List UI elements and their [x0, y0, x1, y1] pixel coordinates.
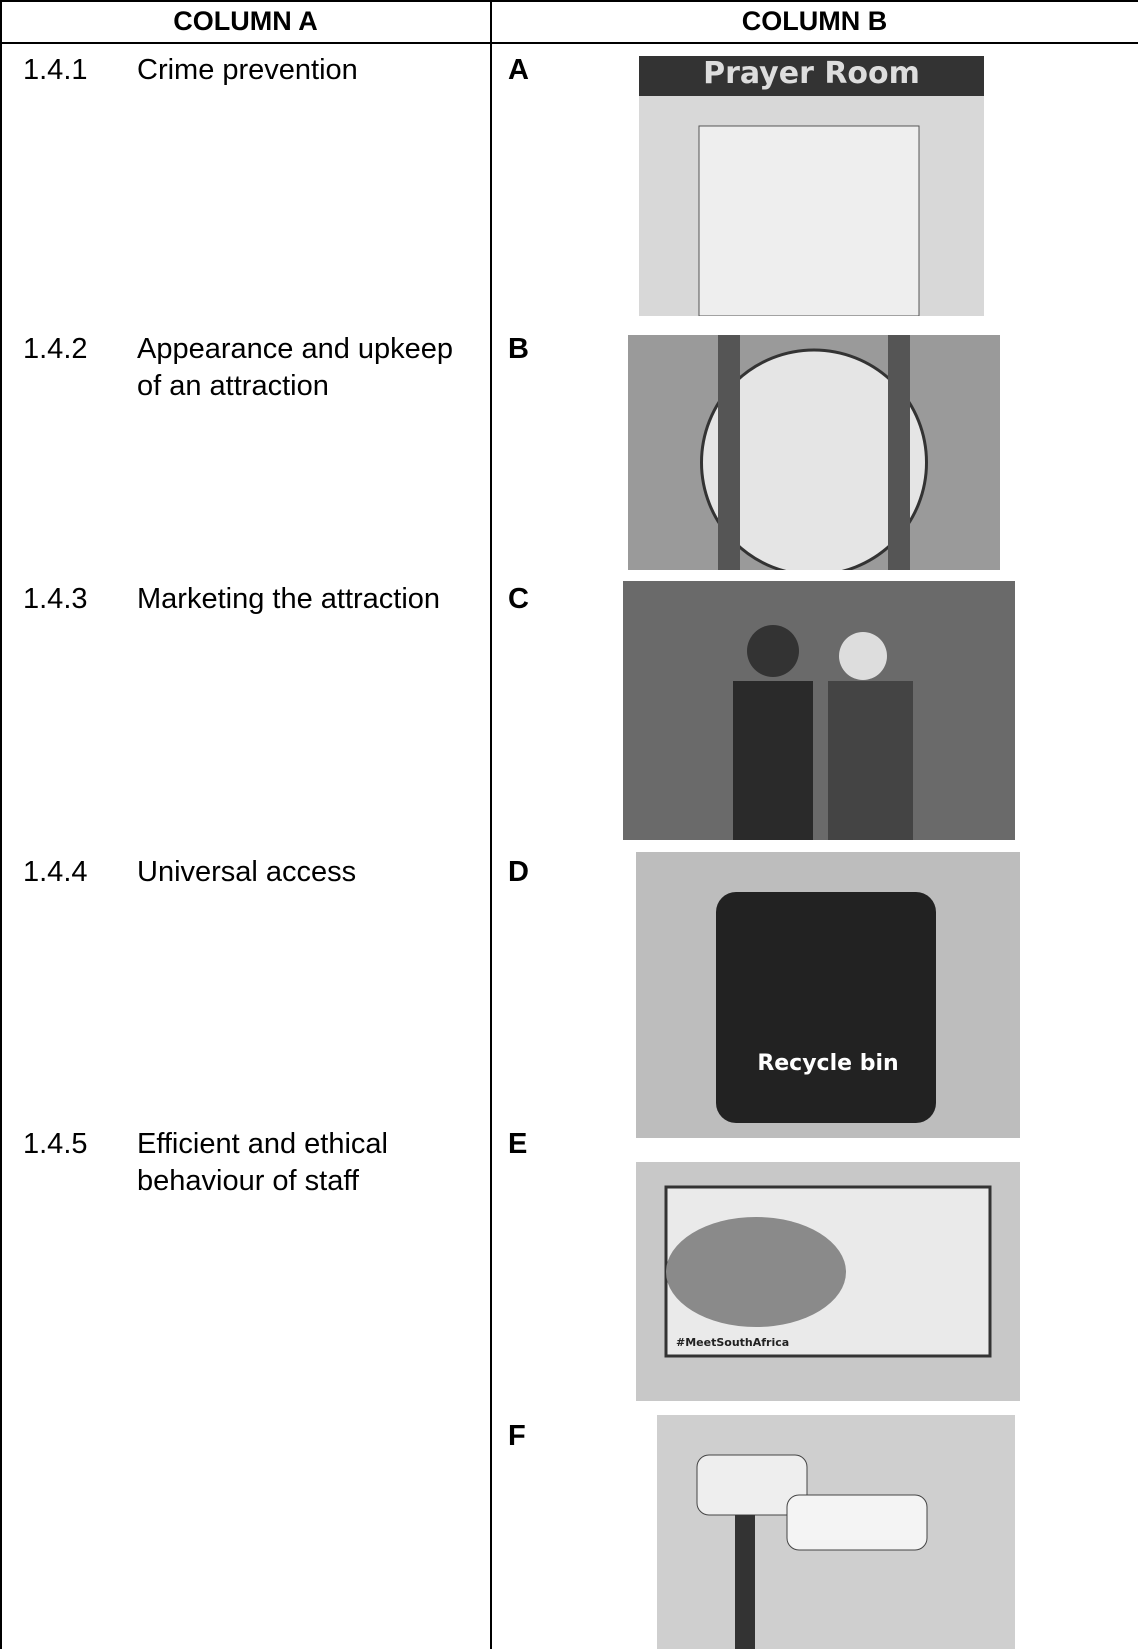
- photo: [628, 335, 1000, 570]
- bin: [716, 892, 936, 1123]
- header-a: COLUMN A: [173, 6, 318, 36]
- item-number: 1.4.5: [23, 1128, 88, 1160]
- photo-bg: [623, 581, 1015, 840]
- photo: #MeetSouthAfrica: [636, 1162, 1020, 1401]
- strap: [888, 335, 910, 570]
- option-letter: D: [508, 856, 529, 888]
- item-number: 1.4.3: [23, 583, 88, 615]
- door: [698, 125, 920, 316]
- item-text: Appearance and upkeep of an attraction: [137, 333, 454, 402]
- item-number: 1.4.4: [23, 856, 88, 888]
- option-letter: E: [508, 1128, 528, 1160]
- person: [747, 625, 799, 677]
- image-text: Recycle bin: [757, 1051, 898, 1076]
- item-text: Crime prevention: [137, 54, 358, 86]
- globe: [700, 348, 928, 570]
- image-text: #MeetSouthAfrica: [676, 1336, 789, 1349]
- option-letter: F: [508, 1420, 526, 1452]
- pole: [735, 1515, 755, 1649]
- border-left: [0, 0, 2, 1649]
- photo: Prayer Room: [639, 56, 984, 316]
- item-number: 1.4.2: [23, 333, 88, 365]
- camera: [786, 1494, 928, 1551]
- photo: [623, 581, 1015, 840]
- person: [828, 681, 913, 840]
- image-text: Prayer Room: [703, 56, 920, 91]
- sign: [639, 56, 984, 96]
- header-b: COLUMN B: [741, 6, 888, 36]
- option-letter: B: [508, 333, 529, 365]
- photo: [657, 1415, 1015, 1649]
- person: [839, 632, 887, 680]
- column-divider: [490, 0, 492, 1649]
- strap: [718, 335, 740, 570]
- item-text: Universal access: [137, 856, 357, 888]
- lioness: [666, 1217, 846, 1327]
- border-top: [0, 0, 1138, 2]
- item-text: Efficient and ethical behaviour of staff: [137, 1128, 388, 1197]
- option-letter: A: [508, 54, 529, 86]
- header-rule: [0, 42, 1138, 44]
- option-letter: C: [508, 583, 529, 615]
- item-number: 1.4.1: [23, 54, 88, 86]
- photo: Recycle bin: [636, 852, 1020, 1138]
- item-text: Marketing the attraction: [137, 583, 441, 615]
- person: [733, 681, 813, 840]
